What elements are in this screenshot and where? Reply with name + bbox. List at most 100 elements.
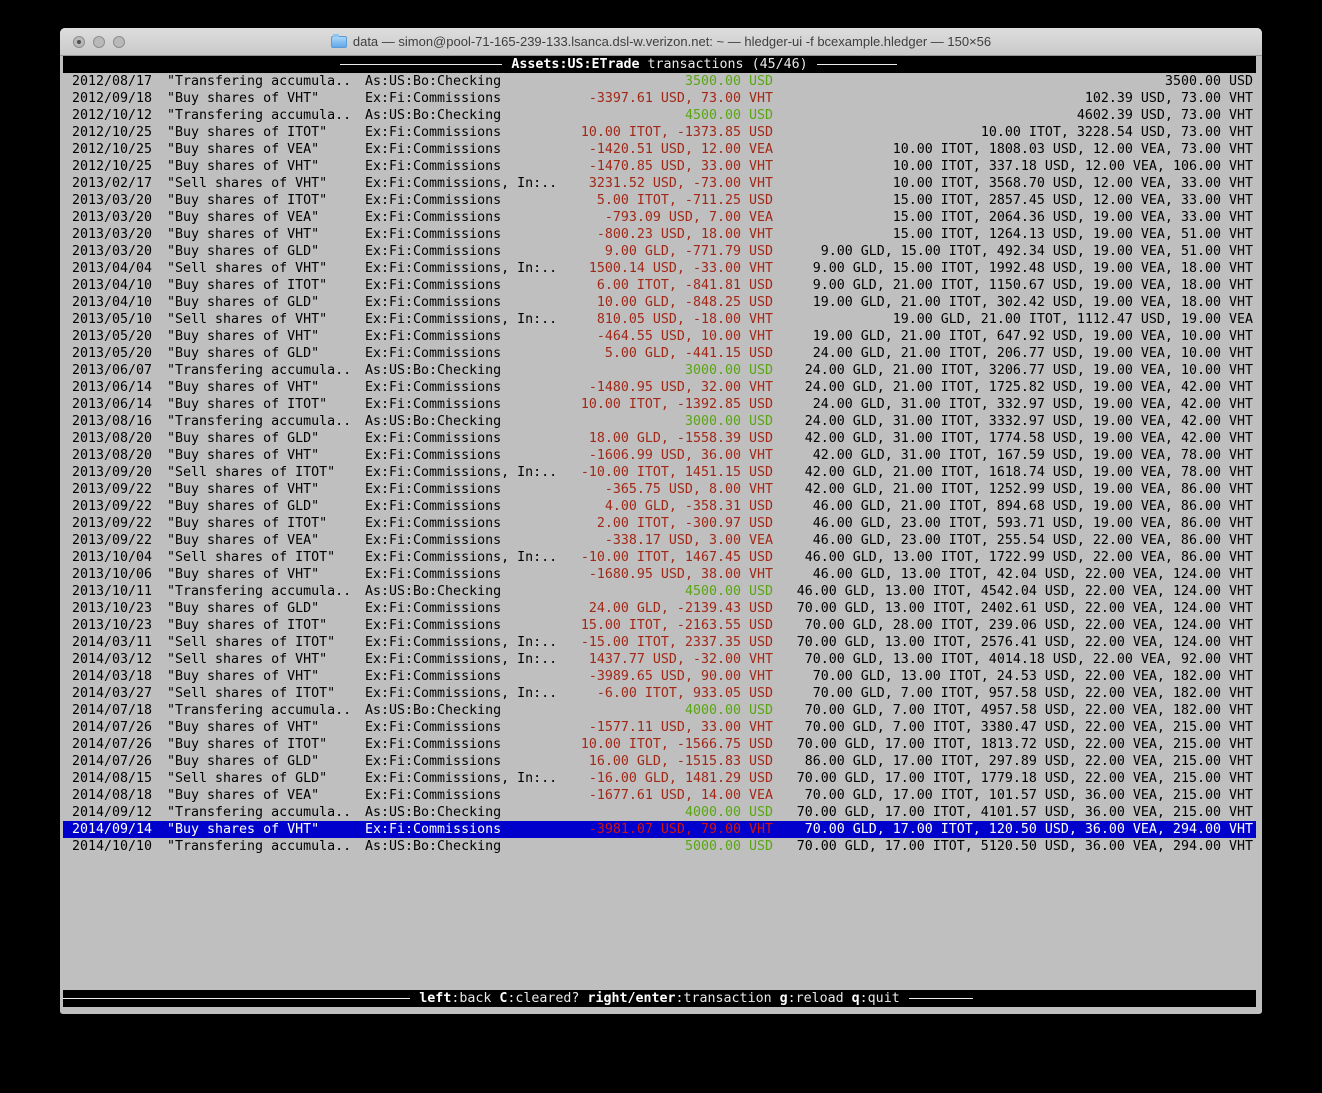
txn-date: 2014/07/26 bbox=[72, 737, 153, 752]
txn-description: "Buy shares of VHT" bbox=[167, 91, 320, 106]
table-row[interactable]: 2013/04/04 "Sell shares of VHT" Ex:Fi:Comm… bbox=[63, 260, 1256, 277]
txn-description: "Buy shares of GLD" bbox=[167, 295, 320, 310]
table-row[interactable]: 2013/08/20 "Buy shares of VHT" Ex:Fi:Commi… bbox=[63, 447, 1256, 464]
txn-description: "Buy shares of VHT" bbox=[167, 329, 320, 344]
txn-description: "Buy shares of VEA" bbox=[167, 788, 320, 803]
table-row[interactable]: 2013/04/10 "Buy shares of GLD" Ex:Fi:Commi… bbox=[63, 294, 1256, 311]
table-row[interactable]: 2013/09/22 "Buy shares of VEA" Ex:Fi:Commi… bbox=[63, 532, 1256, 549]
txn-other-accounts: Ex:Fi:Commissions, In:.. bbox=[365, 686, 558, 701]
table-row[interactable]: 2013/03/20 "Buy shares of VEA" Ex:Fi:Commi… bbox=[63, 209, 1256, 226]
table-row[interactable]: 2013/05/20 "Buy shares of VHT" Ex:Fi:Commi… bbox=[63, 328, 1256, 345]
txn-description: "Buy shares of ITOT" bbox=[167, 737, 328, 752]
table-row[interactable]: 2014/10/10 "Transfering accumula.. As:US:B… bbox=[63, 838, 1256, 855]
txn-running-balance: 10.00 ITOT, 337.18 USD, 12.00 VEA, 106.0… bbox=[892, 159, 1253, 174]
txn-other-accounts: Ex:Fi:Commissions, In:.. bbox=[365, 465, 558, 480]
table-row[interactable]: 2013/10/06 "Buy shares of VHT" Ex:Fi:Commi… bbox=[63, 566, 1256, 583]
table-row[interactable]: 2013/06/07 "Transfering accumula.. As:US:B… bbox=[63, 362, 1256, 379]
table-row[interactable]: 2013/05/10 "Sell shares of VHT" Ex:Fi:Comm… bbox=[63, 311, 1256, 328]
table-row[interactable]: 2012/10/25 "Buy shares of VEA" Ex:Fi:Commi… bbox=[63, 141, 1256, 158]
txn-running-balance: 46.00 GLD, 13.00 ITOT, 42.04 USD, 22.00 … bbox=[812, 567, 1253, 582]
table-row[interactable]: 2013/09/22 "Buy shares of GLD" Ex:Fi:Commi… bbox=[63, 498, 1256, 515]
txn-date: 2012/08/17 bbox=[72, 74, 153, 89]
table-row[interactable]: 2013/09/22 "Buy shares of ITOT" Ex:Fi:Comm… bbox=[63, 515, 1256, 532]
txn-running-balance: 70.00 GLD, 7.00 ITOT, 957.58 USD, 22.00 … bbox=[812, 686, 1253, 701]
txn-other-accounts: Ex:Fi:Commissions bbox=[365, 669, 502, 684]
table-row[interactable]: 2012/10/25 "Buy shares of ITOT" Ex:Fi:Comm… bbox=[63, 124, 1256, 141]
table-row[interactable]: 2013/10/23 "Buy shares of GLD" Ex:Fi:Commi… bbox=[63, 600, 1256, 617]
table-row[interactable]: 2013/08/16 "Transfering accumula.. As:US:B… bbox=[63, 413, 1256, 430]
table-row[interactable]: 2014/09/12 "Transfering accumula.. As:US:B… bbox=[63, 804, 1256, 821]
table-row[interactable]: 2014/03/12 "Sell shares of VHT" Ex:Fi:Comm… bbox=[63, 651, 1256, 668]
txn-date: 2013/05/20 bbox=[72, 329, 153, 344]
table-row[interactable]: 2014/09/14 "Buy shares of VHT" Ex:Fi:Commi… bbox=[63, 821, 1256, 838]
table-row[interactable]: 2013/05/20 "Buy shares of GLD" Ex:Fi:Commi… bbox=[63, 345, 1256, 362]
table-row[interactable]: 2013/03/20 "Buy shares of VHT" Ex:Fi:Commi… bbox=[63, 226, 1256, 243]
table-row[interactable]: 2013/10/11 "Transfering accumula.. As:US:B… bbox=[63, 583, 1256, 600]
txn-description: "Sell shares of ITOT" bbox=[167, 635, 336, 650]
table-row[interactable]: 2014/08/18 "Buy shares of VEA" Ex:Fi:Commi… bbox=[63, 787, 1256, 804]
table-row[interactable]: 2013/10/04 "Sell shares of ITOT" Ex:Fi:Com… bbox=[63, 549, 1256, 566]
txn-change-amount: 3231.52 USD, -73.00 VHT bbox=[588, 176, 773, 191]
txn-description: "Sell shares of ITOT" bbox=[167, 550, 336, 565]
txn-change-amount: 5.00 ITOT, -711.25 USD bbox=[596, 193, 773, 208]
table-row[interactable]: 2014/03/27 "Sell shares of ITOT" Ex:Fi:Com… bbox=[63, 685, 1256, 702]
txn-change-amount: 6.00 ITOT, -841.81 USD bbox=[596, 278, 773, 293]
txn-date: 2013/10/11 bbox=[72, 584, 153, 599]
table-row[interactable]: 2014/07/26 "Buy shares of GLD" Ex:Fi:Commi… bbox=[63, 753, 1256, 770]
table-row[interactable]: 2012/08/17 "Transfering accumula.. As:US:B… bbox=[63, 73, 1256, 90]
table-row[interactable]: 2012/10/25 "Buy shares of VHT" Ex:Fi:Commi… bbox=[63, 158, 1256, 175]
table-row[interactable]: 2013/06/14 "Buy shares of ITOT" Ex:Fi:Comm… bbox=[63, 396, 1256, 413]
txn-description: "Buy shares of VHT" bbox=[167, 822, 320, 837]
table-row[interactable]: 2012/10/12 "Transfering accumula.. As:US:B… bbox=[63, 107, 1256, 124]
txn-date: 2014/03/18 bbox=[72, 669, 153, 684]
txn-running-balance: 24.00 GLD, 31.00 ITOT, 332.97 USD, 19.00… bbox=[812, 397, 1253, 412]
txn-description: "Buy shares of GLD" bbox=[167, 499, 320, 514]
txn-other-accounts: Ex:Fi:Commissions bbox=[365, 567, 502, 582]
txn-description: "Buy shares of ITOT" bbox=[167, 516, 328, 531]
txn-description: "Transfering accumula.. bbox=[167, 363, 352, 378]
table-row[interactable]: 2013/03/20 "Buy shares of ITOT" Ex:Fi:Comm… bbox=[63, 192, 1256, 209]
close-button[interactable] bbox=[73, 35, 85, 48]
txn-description: "Transfering accumula.. bbox=[167, 584, 352, 599]
table-row[interactable]: 2013/10/23 "Buy shares of ITOT" Ex:Fi:Comm… bbox=[63, 617, 1256, 634]
minimize-button[interactable] bbox=[93, 35, 105, 48]
txn-change-amount: -338.17 USD, 3.00 VEA bbox=[604, 533, 773, 548]
txn-other-accounts: Ex:Fi:Commissions bbox=[365, 533, 502, 548]
table-row[interactable]: 2012/09/18 "Buy shares of VHT" Ex:Fi:Commi… bbox=[63, 90, 1256, 107]
txn-other-accounts: Ex:Fi:Commissions, In:.. bbox=[365, 261, 558, 276]
txn-other-accounts: Ex:Fi:Commissions bbox=[365, 125, 502, 140]
table-row[interactable]: 2013/09/22 "Buy shares of VHT" Ex:Fi:Commi… bbox=[63, 481, 1256, 498]
txn-other-accounts: Ex:Fi:Commissions bbox=[365, 91, 502, 106]
table-row[interactable]: 2014/07/26 "Buy shares of VHT" Ex:Fi:Commi… bbox=[63, 719, 1256, 736]
txn-running-balance: 86.00 GLD, 17.00 ITOT, 297.89 USD, 22.00… bbox=[804, 754, 1253, 769]
txn-running-balance: 46.00 GLD, 13.00 ITOT, 4542.04 USD, 22.0… bbox=[796, 584, 1253, 599]
table-row[interactable]: 2014/03/11 "Sell shares of ITOT" Ex:Fi:Com… bbox=[63, 634, 1256, 651]
table-row[interactable]: 2013/04/10 "Buy shares of ITOT" Ex:Fi:Comm… bbox=[63, 277, 1256, 294]
txn-other-accounts: Ex:Fi:Commissions bbox=[365, 244, 502, 259]
table-row[interactable]: 2013/09/20 "Sell shares of ITOT" Ex:Fi:Com… bbox=[63, 464, 1256, 481]
txn-date: 2012/10/25 bbox=[72, 142, 153, 157]
txn-change-amount: 18.00 GLD, -1558.39 USD bbox=[588, 431, 773, 446]
table-row[interactable]: 2014/08/15 "Sell shares of GLD" Ex:Fi:Comm… bbox=[63, 770, 1256, 787]
table-row[interactable]: 2014/03/18 "Buy shares of VHT" Ex:Fi:Commi… bbox=[63, 668, 1256, 685]
txn-change-amount: 10.00 ITOT, -1566.75 USD bbox=[580, 737, 773, 752]
txn-other-accounts: Ex:Fi:Commissions, In:.. bbox=[365, 635, 558, 650]
table-row[interactable]: 2013/06/14 "Buy shares of VHT" Ex:Fi:Commi… bbox=[63, 379, 1256, 396]
txn-description: "Sell shares of VHT" bbox=[167, 261, 328, 276]
table-row[interactable]: 2014/07/26 "Buy shares of ITOT" Ex:Fi:Comm… bbox=[63, 736, 1256, 753]
window-titlebar[interactable]: data — simon@pool-71-165-239-133.lsanca.… bbox=[60, 28, 1262, 56]
txn-date: 2013/09/20 bbox=[72, 465, 153, 480]
table-row[interactable]: 2013/02/17 "Sell shares of VHT" Ex:Fi:Comm… bbox=[63, 175, 1256, 192]
txn-date: 2014/07/18 bbox=[72, 703, 153, 718]
txn-other-accounts: Ex:Fi:Commissions bbox=[365, 822, 502, 837]
table-row[interactable]: 2013/03/20 "Buy shares of GLD" Ex:Fi:Commi… bbox=[63, 243, 1256, 260]
txn-change-amount: -1480.95 USD, 32.00 VHT bbox=[588, 380, 773, 395]
txn-date: 2013/06/14 bbox=[72, 380, 153, 395]
zoom-button[interactable] bbox=[113, 35, 125, 48]
table-row[interactable]: 2013/08/20 "Buy shares of GLD" Ex:Fi:Commi… bbox=[63, 430, 1256, 447]
txn-other-accounts: Ex:Fi:Commissions, In:.. bbox=[365, 550, 558, 565]
txn-other-accounts: As:US:Bo:Checking bbox=[365, 805, 502, 820]
txn-running-balance: 70.00 GLD, 17.00 ITOT, 5120.50 USD, 36.0… bbox=[796, 839, 1253, 854]
txn-change-amount: 4000.00 USD bbox=[684, 703, 773, 718]
table-row[interactable]: 2014/07/18 "Transfering accumula.. As:US:B… bbox=[63, 702, 1256, 719]
